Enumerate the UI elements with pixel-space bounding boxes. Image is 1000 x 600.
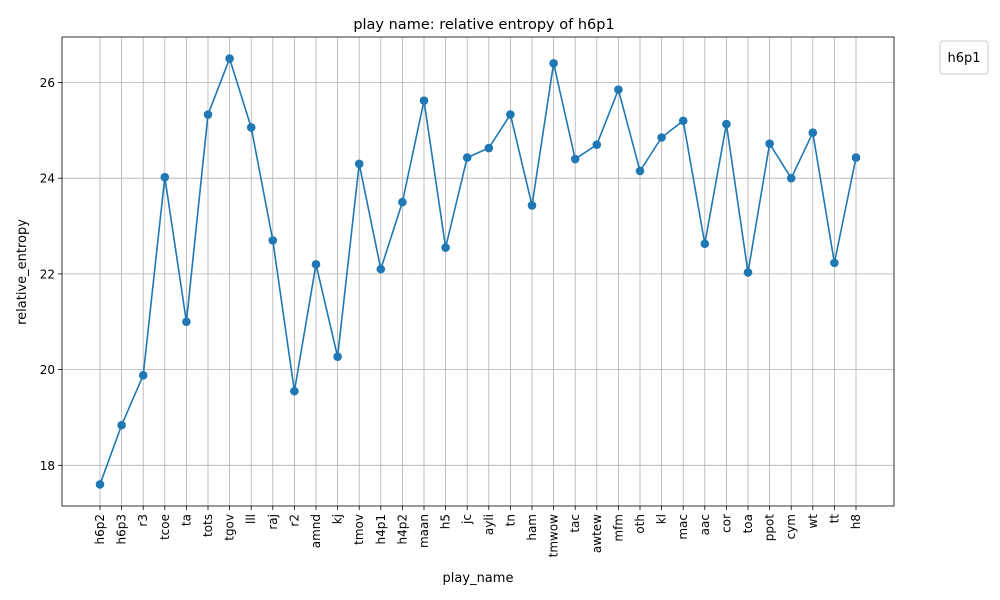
x-tick-label: ta	[179, 514, 193, 526]
data-point	[549, 59, 558, 68]
data-point	[614, 85, 623, 94]
data-point	[268, 236, 278, 245]
y-tick-label: 22	[40, 267, 55, 281]
x-tick-label: tcoe	[158, 514, 172, 540]
data-point	[484, 143, 494, 153]
x-tick-label: aac	[698, 514, 712, 535]
y-axis-label: relative_entropy	[15, 219, 30, 325]
data-point	[786, 173, 796, 183]
y-tick-label: 26	[40, 76, 55, 90]
x-tick-label: r3	[136, 514, 150, 527]
data-point	[592, 140, 602, 149]
data-point	[333, 352, 342, 361]
x-tick-label: tmwow	[547, 514, 561, 558]
data-point	[462, 153, 472, 162]
data-point	[722, 119, 731, 129]
x-tick-label: toa	[741, 514, 755, 533]
data-point	[506, 110, 515, 119]
data-point	[290, 386, 299, 396]
data-point	[527, 201, 537, 210]
x-tick-label: ppot	[763, 514, 777, 542]
data-point	[160, 172, 170, 182]
data-point	[851, 153, 861, 162]
data-point	[182, 317, 191, 327]
x-tick-label: maan	[417, 514, 431, 548]
x-tick-label: oth	[633, 514, 647, 534]
data-point	[830, 258, 839, 268]
data-point	[657, 133, 666, 142]
data-point	[419, 96, 429, 105]
x-tick-label: cym	[784, 514, 798, 539]
data-point	[203, 110, 213, 119]
x-tick-label: kj	[331, 514, 345, 524]
x-tick-label: tt	[827, 514, 841, 524]
legend: h6p1	[939, 40, 989, 75]
data-point	[765, 139, 774, 149]
x-tick-label: h5	[439, 514, 453, 529]
x-tick-label: lll	[244, 514, 258, 524]
x-tick-label: kl	[655, 514, 669, 524]
x-tick-label: ham	[525, 514, 539, 541]
data-points	[95, 54, 861, 489]
data-point	[808, 128, 818, 138]
x-tick-label: awtew	[590, 514, 604, 553]
x-tick-label: h4p1	[374, 514, 388, 545]
grid-lines	[62, 37, 894, 506]
data-point	[570, 154, 580, 164]
data-point	[117, 420, 126, 430]
y-axis-ticks: 18 20 22 24 26	[40, 76, 62, 473]
x-tick-label: h8	[849, 514, 863, 529]
x-tick-label: ayli	[482, 514, 496, 535]
x-axis-label: play_name	[443, 571, 514, 586]
data-point	[441, 243, 450, 252]
data-point	[138, 371, 148, 380]
x-tick-label: mfm	[611, 514, 625, 542]
data-point	[635, 166, 645, 176]
data-point	[743, 268, 753, 277]
x-tick-label: amnd	[309, 514, 323, 548]
plot-frame	[61, 36, 895, 507]
data-point	[700, 239, 710, 249]
x-axis-ticks: h6p2 h6p3 r3 tcoe ta tots tgov lll raj r2 amnd kj tm…	[93, 506, 863, 557]
x-tick-label: tmov	[352, 514, 366, 545]
x-tick-label: wt	[806, 514, 820, 529]
data-point	[376, 264, 386, 274]
x-tick-label: r2	[287, 514, 301, 527]
x-tick-label: tots	[201, 514, 215, 537]
data-point	[95, 480, 105, 489]
data-point	[225, 54, 234, 63]
x-tick-label: tac	[568, 514, 582, 533]
x-tick-label: h4p2	[395, 514, 409, 545]
data-point	[354, 159, 364, 169]
y-tick-label: 24	[40, 172, 55, 186]
data-point	[678, 116, 688, 126]
legend-box	[939, 40, 989, 75]
data-point	[398, 197, 407, 207]
series-line-h6p1	[99, 56, 857, 485]
y-tick-label: 20	[40, 363, 55, 377]
x-tick-label: tn	[503, 514, 517, 526]
data-point	[311, 260, 321, 269]
chart-title: play name: relative entropy of h6p1	[353, 17, 614, 33]
x-tick-label: jc	[460, 514, 474, 525]
data-point	[246, 123, 256, 132]
y-tick-label: 18	[40, 459, 55, 473]
x-tick-label: raj	[266, 514, 280, 530]
legend-title: h6p1	[947, 51, 980, 66]
x-tick-label: h6p3	[115, 514, 129, 545]
x-tick-label: h6p2	[93, 514, 107, 545]
x-tick-label: mac	[676, 514, 690, 540]
x-tick-label: cor	[719, 514, 733, 533]
x-tick-label: tgov	[223, 514, 237, 541]
